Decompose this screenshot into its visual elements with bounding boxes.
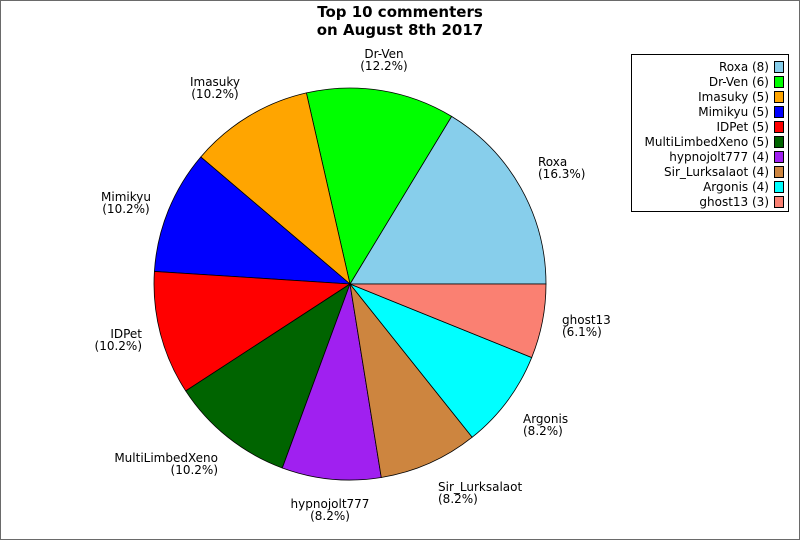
legend-item-imasuky: Imasuky (5) xyxy=(698,89,784,105)
legend-label: Argonis (4) xyxy=(703,180,769,194)
chart-title: Top 10 commenters on August 8th 2017 xyxy=(0,3,800,39)
legend-label: Mimikyu (5) xyxy=(698,105,769,119)
slice-label-dr-ven: Dr-Ven (12.2%) xyxy=(360,47,407,73)
legend-label: MultiLimbedXeno (5) xyxy=(644,135,769,149)
slice-label-imasuky: Imasuky (10.2%) xyxy=(190,75,240,101)
legend-swatch xyxy=(774,106,784,118)
chart-title-line-1: Top 10 commenters xyxy=(317,3,483,21)
pie-slice-sir-lurksalaot xyxy=(349,282,473,478)
slice-label-argonis: Argonis (8.2%) xyxy=(523,412,568,438)
pie-slice-multilimbedxeno xyxy=(185,283,351,469)
legend-swatch xyxy=(774,181,784,193)
slice-label-multilimbedxeno: MultiLimbedXeno (10.2%) xyxy=(114,451,218,477)
legend-item-argonis: Argonis (4) xyxy=(703,179,784,195)
legend-label: Dr-Ven (6) xyxy=(708,75,769,89)
slice-label-hypnojolt777: hypnojolt777 (8.2%) xyxy=(291,497,370,523)
legend-label: IDPet (5) xyxy=(716,120,770,134)
legend-swatch xyxy=(774,61,784,73)
legend-item-hypnojolt777: hypnojolt777 (4) xyxy=(669,149,784,165)
legend-label: Imasuky (5) xyxy=(698,90,769,104)
pie-slice-idpet xyxy=(153,271,352,392)
pie-slice-imasuky xyxy=(200,92,351,286)
legend-label: hypnojolt777 (4) xyxy=(669,150,769,164)
pie-slice-hypnojolt777 xyxy=(281,282,382,481)
legend-label: ghost13 (3) xyxy=(699,195,769,209)
chart-title-line-2: on August 8th 2017 xyxy=(316,21,484,39)
pie-slice-dr-ven xyxy=(305,87,453,286)
legend-item-multilimbedxeno: MultiLimbedXeno (5) xyxy=(645,134,784,150)
legend-swatch xyxy=(774,196,784,208)
legend-label: Sir_Lurksalaot (4) xyxy=(664,165,769,179)
slice-label-ghost13: ghost13 (6.1%) xyxy=(562,313,611,339)
legend-swatch xyxy=(774,166,784,178)
legend: Roxa (8) Dr-Ven (6) Imasuky (5) Mimikyu (5)… xyxy=(631,54,789,212)
legend-swatch xyxy=(774,91,784,103)
legend-item-dr-ven: Dr-Ven (6) xyxy=(709,74,784,90)
pie-slice-mimikyu xyxy=(153,156,352,285)
pie-slice-ghost13 xyxy=(349,283,547,359)
pie-slice-argonis xyxy=(348,283,533,438)
slice-label-idpet: IDPet (10.2%) xyxy=(95,327,143,353)
pie-slice-roxa xyxy=(349,115,547,285)
legend-swatch xyxy=(774,76,784,88)
legend-swatch xyxy=(774,151,784,163)
legend-label: Roxa (8) xyxy=(718,60,769,74)
legend-item-idpet: IDPet (5) xyxy=(716,119,784,135)
legend-swatch xyxy=(774,136,784,148)
legend-item-ghost13: ghost13 (3) xyxy=(699,194,784,210)
legend-swatch xyxy=(774,121,784,133)
legend-item-roxa: Roxa (8) xyxy=(719,59,784,75)
slice-label-sir-lurksalaot: Sir_Lurksalaot (8.2%) xyxy=(438,480,522,506)
slice-label-roxa: Roxa (16.3%) xyxy=(538,155,585,181)
legend-item-mimikyu: Mimikyu (5) xyxy=(698,104,784,120)
slice-label-mimikyu: Mimikyu (10.2%) xyxy=(101,190,151,216)
legend-item-sir-lurksalaot: Sir_Lurksalaot (4) xyxy=(664,164,784,180)
